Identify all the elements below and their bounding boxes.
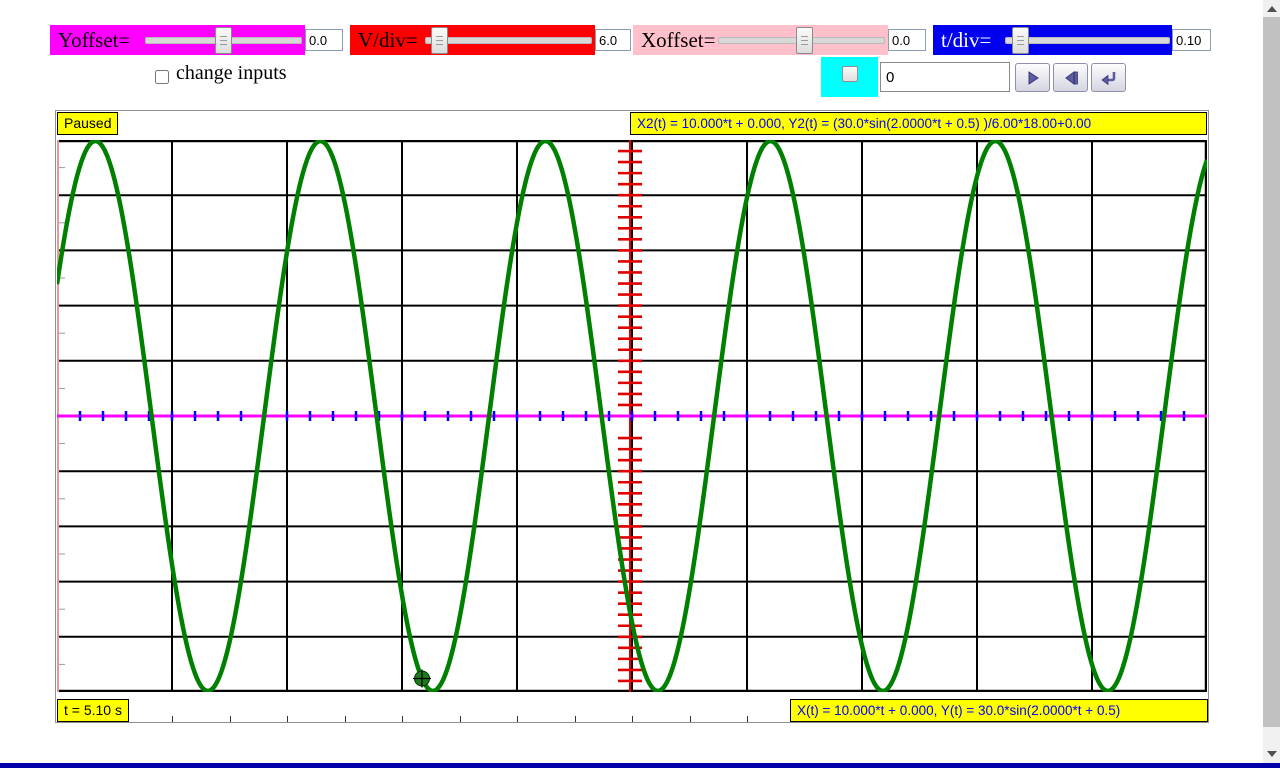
tdiv-label: t/div= (941, 28, 992, 52)
vdiv-panel: V/div= (350, 25, 595, 55)
yoffset-value-field[interactable] (305, 29, 343, 51)
frame-tick (689, 716, 691, 722)
formula-label-top: X2(t) = 10.000*t + 0.000, Y2(t) = (30.0*… (630, 112, 1207, 135)
vertical-scrollbar[interactable] (1263, 0, 1280, 763)
tdiv-panel: t/div= (933, 25, 1172, 55)
frame-tick (747, 716, 748, 722)
reset-button[interactable] (1091, 63, 1126, 92)
counter-input[interactable] (880, 62, 1010, 92)
scope-display[interactable] (57, 140, 1207, 692)
frame-tick (287, 716, 288, 722)
xoffset-slider-thumb[interactable] (796, 27, 814, 54)
frame-tick (517, 716, 518, 722)
scope-frame: Paused X2(t) = 10.000*t + 0.000, Y2(t) =… (55, 110, 1209, 723)
tdiv-slider-thumb[interactable] (1012, 27, 1030, 54)
frame-tick (172, 716, 173, 722)
step-back-button[interactable] (1053, 63, 1088, 92)
play-button[interactable] (1015, 63, 1050, 92)
frame-tick (229, 716, 231, 722)
frame-tick (344, 716, 346, 722)
step-back-icon (1064, 70, 1078, 85)
xoffset-panel: Xoffset= (633, 25, 888, 55)
vdiv-slider[interactable] (425, 37, 592, 44)
scrollbar-thumb[interactable] (1263, 17, 1280, 727)
xoffset-value-field[interactable] (888, 29, 926, 51)
scroll-down-icon[interactable] (1267, 751, 1277, 757)
yoffset-panel: Yoffset= (50, 25, 305, 55)
vdiv-slider-thumb[interactable] (430, 27, 448, 54)
xoffset-label: Xoffset= (641, 28, 716, 52)
change-inputs-label: change inputs (176, 62, 287, 84)
vdiv-label: V/div= (358, 28, 418, 52)
tdiv-value-field[interactable] (1172, 29, 1211, 51)
window-bottom-bar (0, 763, 1280, 768)
yoffset-slider-thumb[interactable] (215, 27, 232, 54)
yoffset-label: Yoffset= (58, 28, 131, 52)
scroll-up-icon[interactable] (1267, 6, 1277, 12)
tdiv-slider[interactable] (1005, 37, 1170, 44)
cyan-panel (821, 57, 878, 97)
frame-tick (574, 716, 576, 722)
change-inputs-checkbox[interactable] (155, 70, 169, 84)
frame-tick (632, 716, 633, 722)
formula-label-bottom: X(t) = 10.000*t + 0.000, Y(t) = 30.0*sin… (790, 699, 1208, 722)
status-badge: Paused (57, 112, 119, 135)
reset-icon (1100, 71, 1115, 85)
frame-tick (459, 716, 461, 722)
frame-tick (402, 716, 403, 722)
cyan-checkbox[interactable] (842, 66, 858, 82)
vdiv-value-field[interactable] (595, 29, 631, 51)
play-icon (1028, 70, 1039, 85)
time-label: t = 5.10 s (57, 699, 129, 722)
